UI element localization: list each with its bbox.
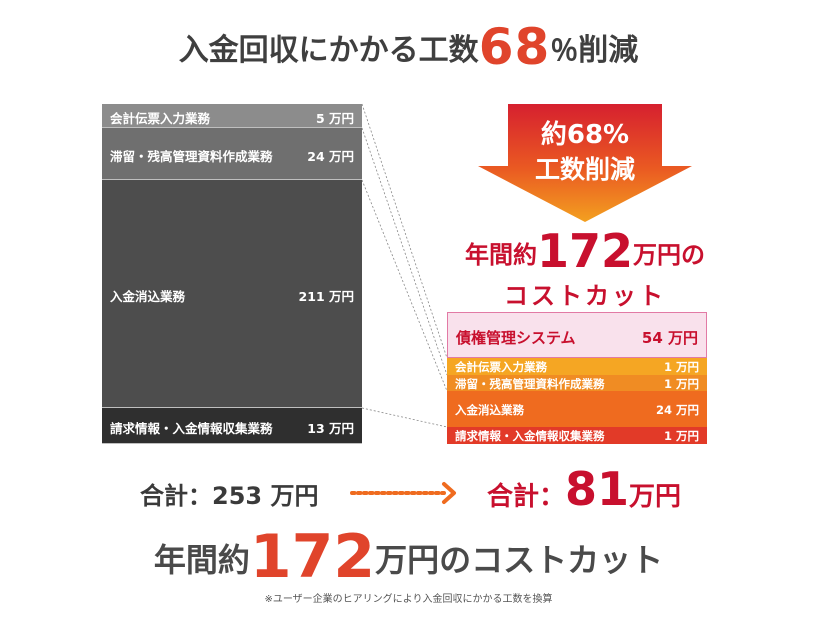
cost-cut-number: 172 [536,224,634,278]
cost-cut-post: 万円の [633,241,706,269]
after-segment-value: 24 万円 [655,402,699,417]
arrow-line1: 約68% [540,120,630,150]
title-percent: ％ [550,34,579,67]
before-segment: 会計伝票入力業務 5 万円 [102,104,362,128]
after-segment-label: 債権管理システム [456,328,576,347]
title-prefix: 入金回収にかかる工数 [178,33,479,68]
footnote: ※ユーザー企業のヒアリングにより入金回収にかかる工数を換算 [264,594,553,605]
title-number: 68 [478,18,551,76]
connector-line [361,179,448,392]
bottom-pre: 年間約 [153,541,250,579]
before-segment: 滞留・残高管理資料作成業務 24 万円 [102,128,362,180]
before-segment-value: 13 万円 [307,421,354,436]
before-segment-value: 211 万円 [298,289,354,304]
after-segment-value: 54 万円 [641,328,698,347]
after-segment-value: 1 万円 [663,376,699,391]
bottom-headline: 年間約172万円のコストカット [0,522,817,592]
arrow-line2: 工数削減 [534,155,635,184]
cost-cut-pre: 年間約 [464,241,537,269]
down-arrow-icon [478,104,692,222]
after-segment-label: 入金消込業務 [455,402,524,417]
before-segment-value: 24 万円 [307,149,354,164]
after-segment-label: 滞留・残高管理資料作成業務 [455,376,605,391]
after-segment-value: 1 万円 [663,360,699,375]
cost-cut-line1: 年間約172万円の [445,224,725,278]
connector-line [361,103,448,359]
connector-line [361,127,448,376]
after-total-unit: 万円 [629,482,682,512]
before-segment: 請求情報・入金情報収集業務 13 万円 [102,408,362,444]
dotted-arrow-icon [350,482,456,504]
before-total: 合計：253 万円 [140,482,319,510]
before-segment-value: 5 万円 [315,111,354,126]
after-segment: 滞留・残高管理資料作成業務 1 万円 [447,375,707,391]
page-title: 入金回収にかかる工数68％削減 [0,18,817,76]
after-segment: 請求情報・入金情報収集業務 1 万円 [447,427,707,444]
title-suffix: 削減 [578,33,639,68]
bottom-post: 万円のコストカット [375,541,664,579]
after-total-value: 81 [565,462,630,516]
after-total: 合計：81万円 [487,462,681,516]
bottom-number: 172 [249,522,376,592]
before-segment-label: 滞留・残高管理資料作成業務 [110,149,273,164]
connector-line [361,407,448,428]
after-segment: 債権管理システム 54 万円 [447,312,707,358]
after-segment: 会計伝票入力業務 1 万円 [447,358,707,375]
cost-cut-line2: コストカット [504,282,666,310]
before-segment: 入金消込業務 211 万円 [102,180,362,408]
after-segment-label: 会計伝票入力業務 [455,360,547,375]
after-segment-label: 請求情報・入金情報収集業務 [455,429,605,444]
after-total-prefix: 合計： [487,482,566,512]
after-segment: 入金消込業務 24 万円 [447,391,707,427]
after-segment-value: 1 万円 [663,429,699,444]
before-segment-label: 会計伝票入力業務 [110,111,211,126]
before-segment-label: 入金消込業務 [110,289,186,304]
before-segment-label: 請求情報・入金情報収集業務 [110,421,273,436]
